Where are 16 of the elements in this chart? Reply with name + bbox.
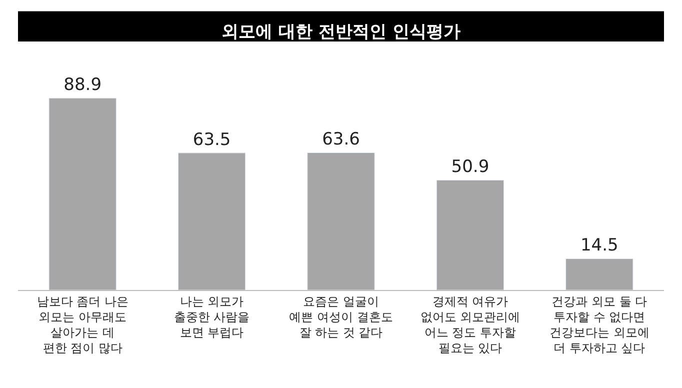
data-label: 63.5 <box>192 130 231 150</box>
data-label: 14.5 <box>580 236 618 256</box>
x-tick-label: 나는 외모가 출중한 사람을 보면 부럽다 <box>174 294 250 340</box>
x-tick-label: 남보다 좀더 나은 외모는 아무래도 살아가는 데 편한 점이 많다 <box>36 294 128 356</box>
data-label: 63.6 <box>322 130 360 150</box>
x-tick-label: 건강과 외모 둘 다 투자할 수 없다면 건강보다는 외모에 더 투자하고 싶다 <box>549 294 650 356</box>
bar <box>178 152 246 290</box>
bar <box>436 180 504 290</box>
x-tick-label: 경제적 여유가 없어도 외모관리에 어느 정도 투자할 필요는 있다 <box>420 294 520 356</box>
bar <box>566 258 634 290</box>
bar <box>307 152 375 290</box>
chart-title: 외모에 대한 전반적인 인식평가 <box>222 22 460 42</box>
data-label: 50.9 <box>451 157 490 178</box>
bar <box>48 98 116 290</box>
data-label: 88.9 <box>64 75 102 96</box>
x-tick-label: 요즘은 얼굴이 예쁜 여성이 결혼도 잘 하는 것 같다 <box>289 294 393 340</box>
